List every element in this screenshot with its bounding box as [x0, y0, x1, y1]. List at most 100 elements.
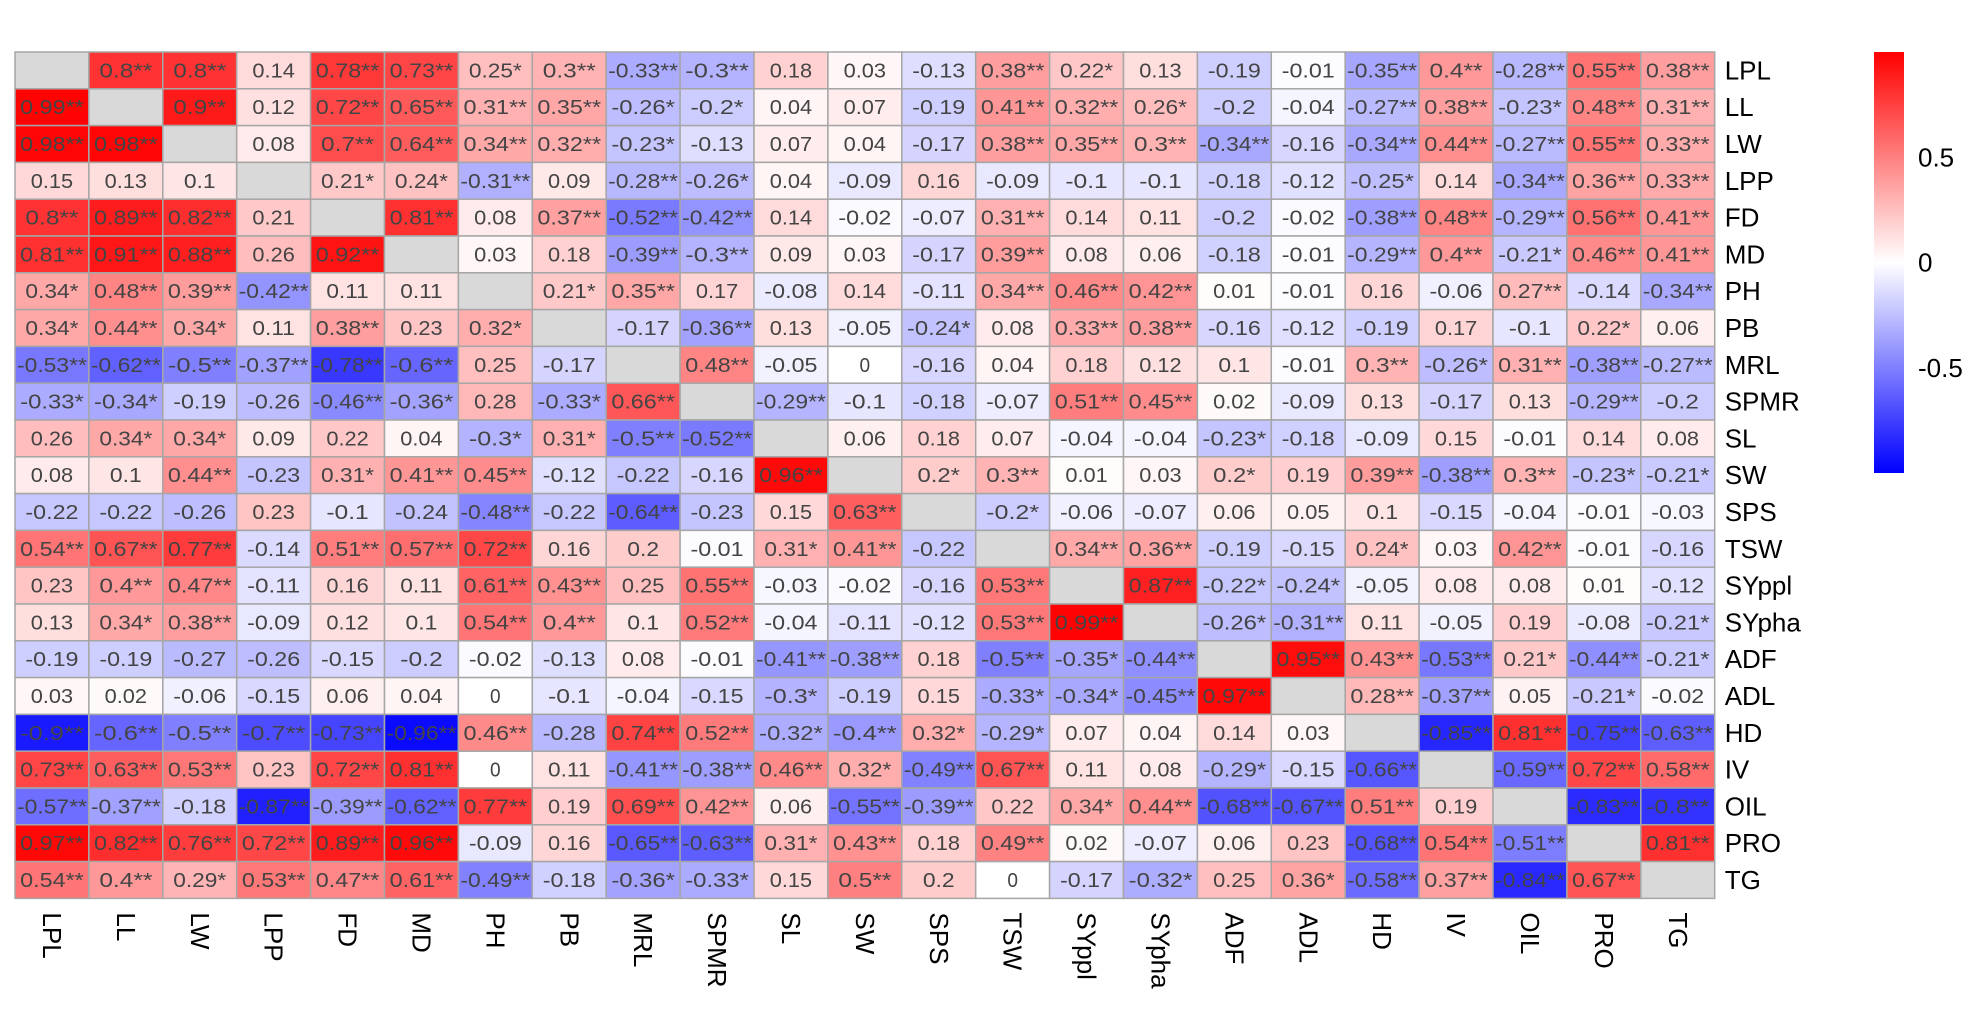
- cell-value-label: -0.03: [764, 576, 817, 598]
- heatmap-cell: [531, 640, 607, 679]
- heatmap-cell: [1640, 272, 1716, 311]
- cell-value-label: -0.44**: [1126, 649, 1196, 671]
- heatmap-cell: [1048, 419, 1125, 458]
- heatmap-cell: [901, 161, 977, 200]
- heatmap-cell: [679, 419, 755, 458]
- heatmap-cell: [901, 860, 977, 900]
- heatmap-cell: [309, 124, 386, 164]
- cell-value-label: -0.26*: [685, 171, 749, 193]
- cell-value-label: -0.19: [99, 649, 152, 671]
- heatmap-cell: [1344, 382, 1420, 421]
- heatmap-cell: [1122, 88, 1199, 127]
- row-label: LPP: [1725, 166, 1774, 196]
- heatmap-cell: [457, 161, 534, 200]
- heatmap-cell: [974, 566, 1051, 605]
- heatmap-cell: [974, 161, 1051, 200]
- heatmap-cell: [1492, 198, 1568, 237]
- heatmap-cell: [1196, 51, 1273, 90]
- heatmap-cell: [1640, 235, 1716, 274]
- cell-value-label: -0.18: [1282, 428, 1335, 450]
- cell-value-label: -0.27**: [1347, 97, 1417, 119]
- cell-value-label: 0.98**: [94, 134, 158, 156]
- heatmap-cell: [1122, 198, 1199, 237]
- heatmap-cell: [1418, 161, 1494, 200]
- heatmap-cell: [88, 308, 164, 348]
- cell-value-label: 0.41**: [981, 97, 1045, 119]
- cell-value-label: 0.07: [770, 134, 812, 156]
- cell-value-label: 0.32*: [838, 760, 891, 782]
- cell-value-label: -0.4**: [833, 723, 897, 745]
- cell-value-label: -0.29**: [1495, 208, 1565, 230]
- cell-value-label: -0.15: [691, 686, 744, 708]
- heatmap-cell: [1566, 235, 1642, 274]
- column-label: PB: [554, 912, 584, 947]
- heatmap-cell: [1418, 566, 1494, 605]
- cell-value-label: -0.16: [1282, 134, 1335, 156]
- column-label: LL: [111, 912, 141, 941]
- cell-value-label: 0.04: [844, 134, 886, 156]
- cell-value-label: 0.95**: [1276, 649, 1340, 671]
- cell-value-label: 0.8**: [25, 208, 78, 230]
- heatmap-cell: [1492, 51, 1568, 90]
- heatmap-cell: [827, 272, 903, 311]
- heatmap-cell: [14, 419, 90, 458]
- heatmap-cell: [1640, 603, 1716, 642]
- cell-value-label: -0.38**: [1569, 355, 1639, 377]
- cell-value-label: -0.52**: [608, 208, 678, 230]
- heatmap-cell: [753, 51, 829, 90]
- heatmap-cell: [1122, 750, 1199, 789]
- cell-value-label: 0.18: [770, 60, 812, 82]
- heatmap-cell: [1048, 676, 1125, 716]
- cell-value-label: 0.4**: [99, 870, 152, 892]
- column-labels: LPL LL LW LPP FD MD PH PB MRL SPMR SL SW SPS TSW SYppl…: [37, 912, 1693, 989]
- cell-value-label: 0.55**: [1572, 60, 1636, 82]
- cell-value-label: 0.13: [770, 318, 812, 340]
- heatmap-cell: [1418, 529, 1494, 568]
- cell-value-label: 0.23: [1287, 833, 1329, 855]
- colorbar-tick-label: 0.5: [1918, 142, 1954, 172]
- cell-value-label: 0.14: [1583, 428, 1625, 450]
- cell-value-label: -0.19: [1208, 539, 1261, 561]
- cell-value-label: 0.47**: [168, 576, 232, 598]
- heatmap-cell: [1048, 88, 1125, 127]
- heatmap-cell: [235, 124, 312, 164]
- heatmap-cell: [679, 713, 755, 752]
- cell-value-label: 0.46**: [1055, 281, 1119, 303]
- heatmap-cell: [1566, 860, 1642, 900]
- cell-value-label: -0.22: [912, 539, 965, 561]
- heatmap-cell: [1566, 492, 1642, 532]
- cell-value-label: -0.5**: [168, 723, 232, 745]
- heatmap-cell: [1270, 235, 1346, 274]
- heatmap-cell: [457, 860, 534, 900]
- cell-value-label: -0.33*: [981, 686, 1045, 708]
- heatmap-cell: [1048, 51, 1125, 90]
- cell-value-label: 0.44**: [94, 318, 158, 340]
- cell-value-label: -0.29**: [1347, 244, 1417, 266]
- heatmap-cell: [88, 272, 164, 311]
- cell-value-label: -0.24*: [1276, 576, 1340, 598]
- heatmap-cell: [901, 382, 977, 421]
- heatmap-cell: [605, 308, 681, 348]
- heatmap-cell: [235, 676, 312, 716]
- cell-value-label: 0.02: [1213, 392, 1255, 414]
- heatmap-cell: [1566, 345, 1642, 384]
- heatmap-cell: [162, 198, 238, 237]
- heatmap-cell: [1196, 272, 1273, 311]
- heatmap-cell: [1048, 750, 1125, 789]
- cell-value-label: 0.99**: [1055, 612, 1119, 634]
- cell-value-label: 0.18: [1065, 355, 1107, 377]
- cell-value-label: -0.96**: [387, 723, 457, 745]
- cell-value-label: -0.04: [617, 686, 670, 708]
- cell-value-label: 0.89**: [94, 208, 158, 230]
- cell-value-label: 0.31**: [1646, 97, 1710, 119]
- heatmap-cell: [309, 456, 386, 495]
- cell-value-label: 0.14: [1435, 171, 1477, 193]
- cell-value-label: -0.08: [764, 281, 817, 303]
- cell-value-label: -0.29**: [1569, 392, 1639, 414]
- cell-value-label: 0.11: [400, 281, 442, 303]
- cell-value-label: -0.09: [247, 612, 300, 634]
- heatmap-cell: [1270, 272, 1346, 311]
- cell-value-label: -0.1: [844, 392, 886, 414]
- cell-value-label: 0.11: [548, 760, 590, 782]
- cell-value-label: 0.07: [1065, 723, 1107, 745]
